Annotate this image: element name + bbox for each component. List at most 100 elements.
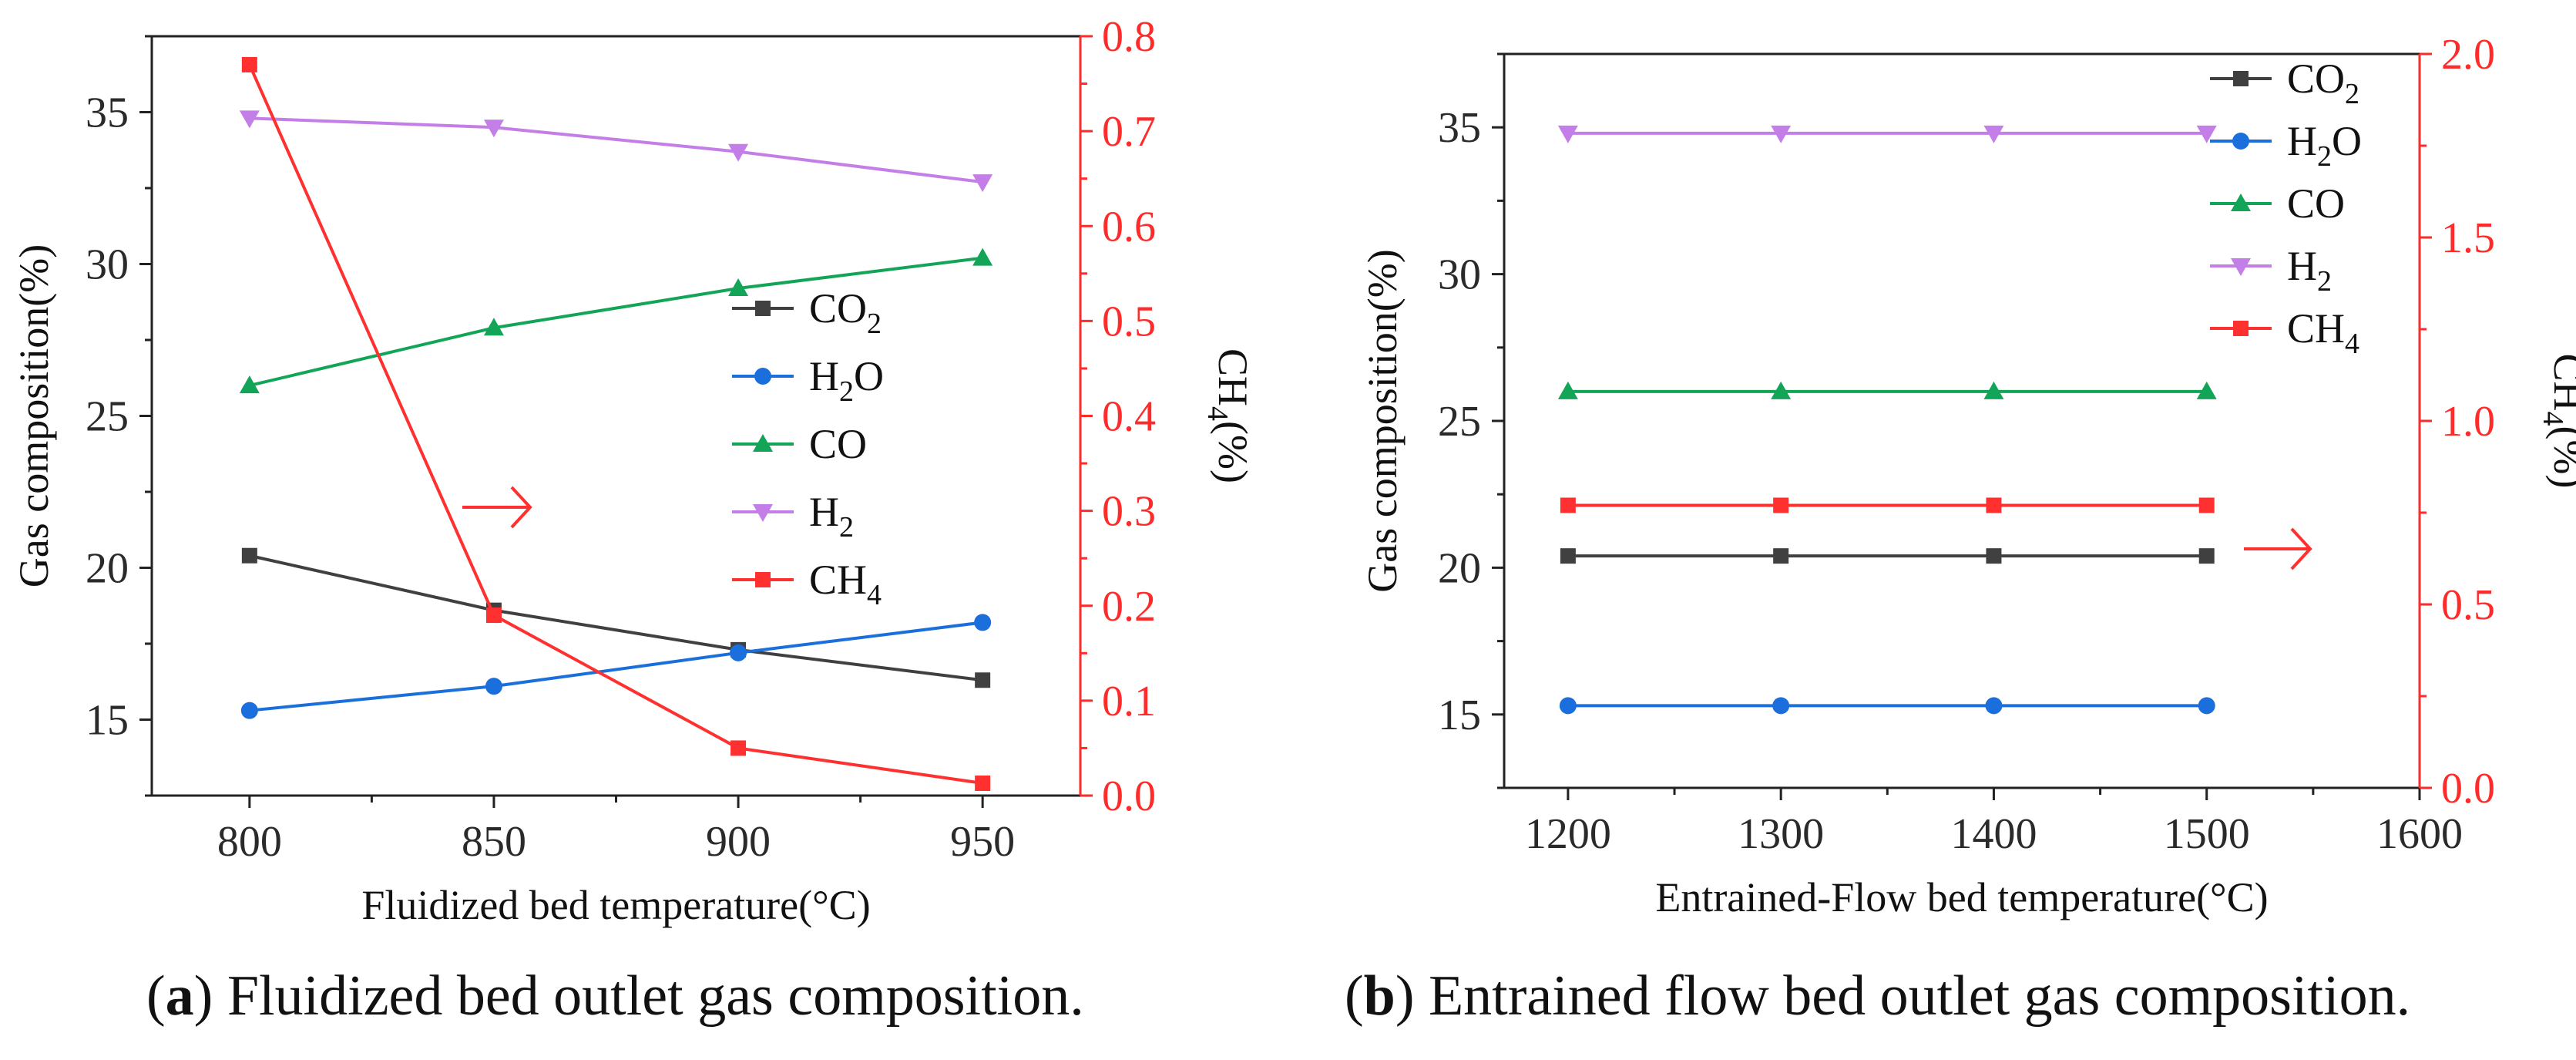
legend-marker-CO2	[2233, 71, 2249, 86]
legend-label-CO2-sub: 2	[867, 308, 882, 340]
legend-label-H2O-sub: 2	[2317, 140, 2332, 173]
point-CO	[1771, 381, 1792, 399]
chart-panel-b: 1200 1300 1400 1500 1600 15 20 25 30 35 0.0 0.5 1.0 1…	[1359, 31, 2576, 920]
x-axis-label: Entrained-Flow bed temperature(°C)	[1655, 874, 2268, 920]
point-H2	[1771, 125, 1792, 143]
point-CO	[972, 247, 993, 266]
point-H2O	[730, 644, 747, 661]
series-H2O	[1559, 697, 2215, 715]
series-line-H2O	[249, 621, 983, 712]
point-CO2	[1560, 548, 1576, 564]
legend-label-CO: CO	[2287, 180, 2345, 227]
point-CH4	[241, 56, 257, 72]
point-CH4	[1986, 497, 2002, 513]
y2-axis-label: CH4(%)	[1201, 348, 1256, 483]
legend-label-CH4-sub: 4	[2345, 328, 2359, 360]
point-H2O	[974, 614, 992, 631]
y2-tick-label: 0.7	[1102, 108, 1156, 156]
y-tick-label: 35	[86, 89, 129, 137]
y-tick-label: 30	[86, 241, 129, 289]
series-line-CO	[249, 256, 983, 388]
y-tick-label: 35	[1438, 104, 1481, 152]
series-CO2	[241, 547, 991, 688]
ch4-axis-arrow	[462, 486, 532, 529]
legend-label-CO2: CO2	[2287, 56, 2359, 110]
y2-tick-label: 0.3	[1102, 488, 1156, 536]
x-tick-label: 1600	[2376, 810, 2463, 858]
legend-marker-H2	[753, 504, 773, 522]
point-CO2	[1773, 548, 1789, 564]
point-CH4	[730, 740, 747, 756]
x-tick-label: 1200	[1525, 810, 1611, 858]
y2-tick-label: 1.5	[2441, 214, 2495, 262]
series-H2O	[240, 614, 992, 719]
legend-marker-H2O	[2232, 133, 2249, 150]
legend-label-H2O-sub: 2	[839, 375, 854, 408]
legend-marker-CO	[753, 434, 773, 452]
legend-label-CO2-base: CO	[809, 285, 867, 331]
y-tick-label: 20	[86, 545, 129, 593]
caption-a-label: a	[165, 964, 194, 1028]
y2-tick-label: 0.1	[1102, 678, 1156, 725]
point-CH4	[1560, 497, 1576, 513]
series-H2	[239, 110, 993, 193]
legend-label-H2O-tail: O	[2332, 118, 2362, 164]
legend-label-H2O-base: H	[809, 353, 839, 399]
y2-tick-label: 0.5	[2441, 581, 2495, 629]
legend-label-H2-base: H	[809, 489, 839, 535]
y-tick-label: 25	[1438, 398, 1481, 446]
point-H2	[1557, 125, 1578, 143]
series-line-CO2	[249, 554, 983, 682]
caption-b-label: b	[1363, 964, 1395, 1028]
series-CO	[1557, 381, 2217, 399]
legend-label-CO-base: CO	[2287, 180, 2345, 227]
caption-a-text: Fluidized bed outlet gas composition.	[213, 964, 1084, 1028]
legend-label-H2O: H2O	[809, 353, 884, 408]
series-CO2	[1560, 548, 2215, 564]
legend-label-CO-base: CO	[809, 421, 867, 467]
point-CO2	[975, 672, 991, 688]
point-CO2	[1986, 548, 2002, 564]
point-CH4	[1773, 497, 1789, 513]
point-CO	[2196, 381, 2217, 399]
chart-panel-a: 800 850 900 950 15 20 25 30 35 0.0 0.1 0.2 0.3 0.4 0.5…	[11, 13, 1256, 928]
y2-axis-label-base: CH	[2545, 354, 2576, 412]
y2-tick-label: 1.0	[2441, 398, 2495, 446]
legend-label-H2O-tail: O	[854, 353, 884, 399]
y-tick-label: 20	[1438, 544, 1481, 592]
point-CO	[1983, 381, 2004, 399]
y2-tick-label: 0.8	[1102, 13, 1156, 61]
x-tick-label: 950	[950, 818, 1015, 866]
point-H2	[2196, 125, 2217, 143]
y2-tick-label: 2.0	[2441, 31, 2495, 79]
legend-marker-CO	[2231, 193, 2251, 211]
point-CH4	[485, 607, 502, 624]
point-H2O	[1985, 697, 2003, 715]
y2-axis-label-tail: (%)	[1210, 421, 1256, 483]
series-line-CH4	[248, 64, 983, 785]
point-H2	[239, 110, 260, 129]
legend-label-H2-base: H	[2287, 243, 2317, 289]
x-tick-label: 850	[462, 818, 526, 866]
y-axis-label: Gas composition(%)	[1359, 249, 1406, 592]
y2-tick-label: 0.0	[1102, 772, 1156, 820]
series-CH4	[241, 56, 991, 791]
series-CO	[239, 247, 993, 394]
point-CO	[483, 318, 504, 336]
point-H2	[1983, 125, 2004, 143]
point-H2O	[1772, 697, 1790, 715]
y2-axis-label-tail: (%)	[2545, 426, 2576, 489]
legend-label-H2O: H2O	[2287, 118, 2362, 173]
point-CO	[239, 375, 260, 394]
arrow-head	[510, 486, 532, 529]
y2-tick-label: 0.4	[1102, 393, 1156, 441]
legend-label-CH4: CH4	[2287, 305, 2359, 360]
legend-label-CO2: CO2	[809, 285, 882, 340]
point-H2O	[1559, 697, 1577, 715]
point-H2O	[240, 702, 258, 719]
caption-b-text: Entrained flow bed outlet gas compositio…	[1414, 964, 2411, 1028]
x-axis-label: Fluidized bed temperature(°C)	[361, 882, 870, 928]
caption-panel-a: (a) Fluidized bed outlet gas composition…	[146, 964, 1084, 1028]
point-H2	[972, 174, 993, 193]
